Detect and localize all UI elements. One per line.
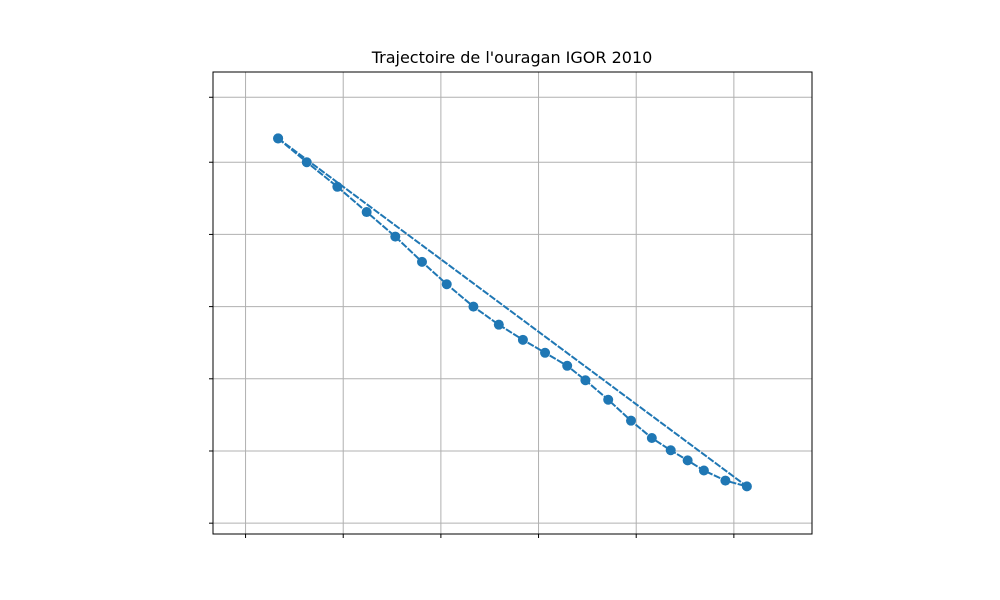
track-point-15 <box>646 432 657 443</box>
track-point-16 <box>665 445 676 456</box>
chart-title: Trajectoire de l'ouragan IGOR 2010 <box>371 48 653 67</box>
track-point-9 <box>517 334 528 345</box>
track-point-1 <box>301 157 312 168</box>
series-line-0 <box>277 137 748 488</box>
track-point-17 <box>682 455 693 466</box>
track-point-11 <box>562 360 573 371</box>
track-point-7 <box>468 301 479 312</box>
series-track <box>273 133 752 492</box>
track-point-18 <box>698 465 709 476</box>
track-point-21 <box>273 133 284 144</box>
track-point-3 <box>361 207 372 218</box>
track-point-19 <box>720 475 731 486</box>
track-point-20 <box>741 481 752 492</box>
grid <box>213 72 812 534</box>
plot-frame <box>212 71 813 535</box>
track-point-6 <box>441 279 452 290</box>
track-point-12 <box>580 375 591 386</box>
track-point-8 <box>493 319 504 330</box>
track-point-5 <box>416 256 427 267</box>
track-point-2 <box>332 181 343 192</box>
track-point-10 <box>540 347 551 358</box>
track-point-14 <box>625 415 636 426</box>
track-point-4 <box>390 231 401 242</box>
axis-ticks <box>209 96 735 538</box>
track-point-13 <box>603 394 614 405</box>
